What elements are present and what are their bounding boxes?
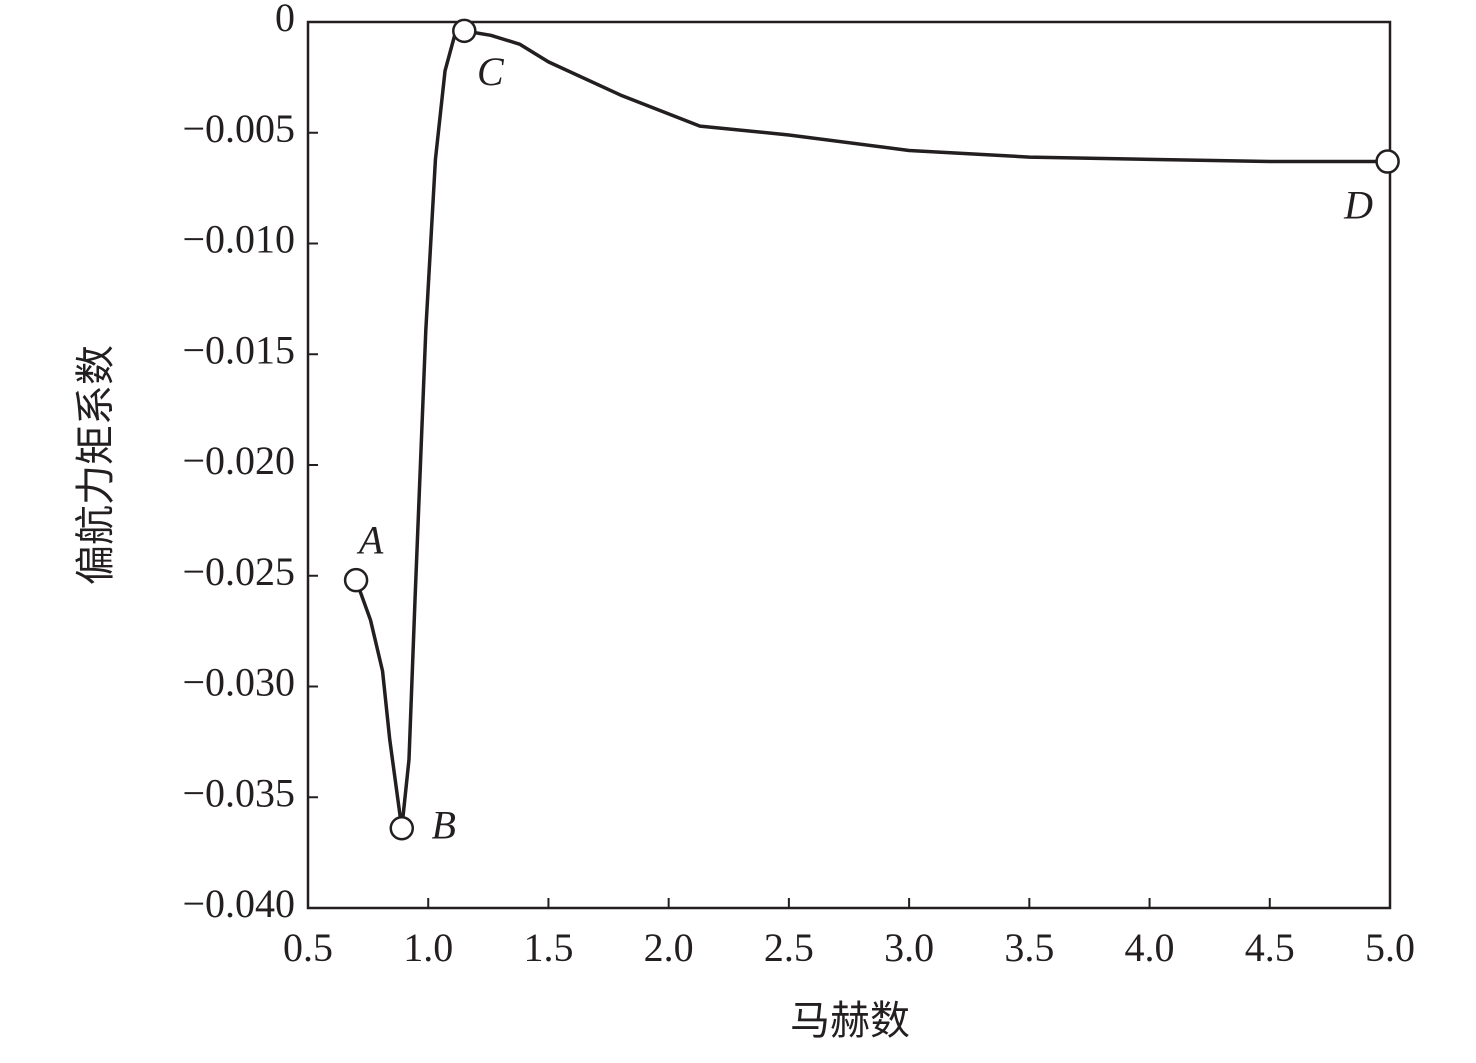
point-marker bbox=[452, 18, 477, 44]
x-tick-label: 3.5 bbox=[1004, 925, 1054, 970]
point-annotation: C bbox=[477, 49, 505, 94]
y-tick-label: −0.025 bbox=[182, 549, 295, 594]
point-marker bbox=[1375, 149, 1400, 174]
x-tick-label: 0.5 bbox=[283, 925, 333, 970]
plot-frame bbox=[306, 20, 1392, 910]
y-tick-label: −0.015 bbox=[182, 327, 295, 372]
x-axis-label: 马赫数 bbox=[790, 998, 910, 1043]
y-tick-label: −0.005 bbox=[182, 106, 295, 151]
x-tick-label: 1.0 bbox=[403, 925, 453, 970]
point-annotation: A bbox=[356, 517, 384, 562]
y-tick-label: −0.010 bbox=[182, 217, 295, 262]
x-tick-label: 4.0 bbox=[1125, 925, 1175, 970]
y-tick-label: 0 bbox=[275, 0, 295, 40]
data-line bbox=[354, 29, 1388, 831]
y-tick-label: −0.030 bbox=[182, 660, 295, 705]
x-tick-label: 5.0 bbox=[1365, 925, 1415, 970]
point-annotation: D bbox=[1343, 183, 1373, 228]
x-tick-label: 2.0 bbox=[644, 925, 694, 970]
y-axis-label: 偏航力矩系数 bbox=[73, 345, 118, 585]
y-tick-label: −0.020 bbox=[182, 438, 295, 483]
point-marker bbox=[343, 567, 369, 593]
x-tick-label: 2.5 bbox=[764, 925, 814, 970]
x-tick-label: 1.5 bbox=[523, 925, 573, 970]
x-tick-label: 4.5 bbox=[1245, 925, 1295, 970]
point-annotation: B bbox=[432, 802, 456, 847]
point-marker bbox=[389, 816, 415, 841]
y-tick-label: −0.035 bbox=[182, 770, 295, 815]
y-tick-label: −0.040 bbox=[182, 881, 295, 926]
x-tick-label: 3.0 bbox=[884, 925, 934, 970]
